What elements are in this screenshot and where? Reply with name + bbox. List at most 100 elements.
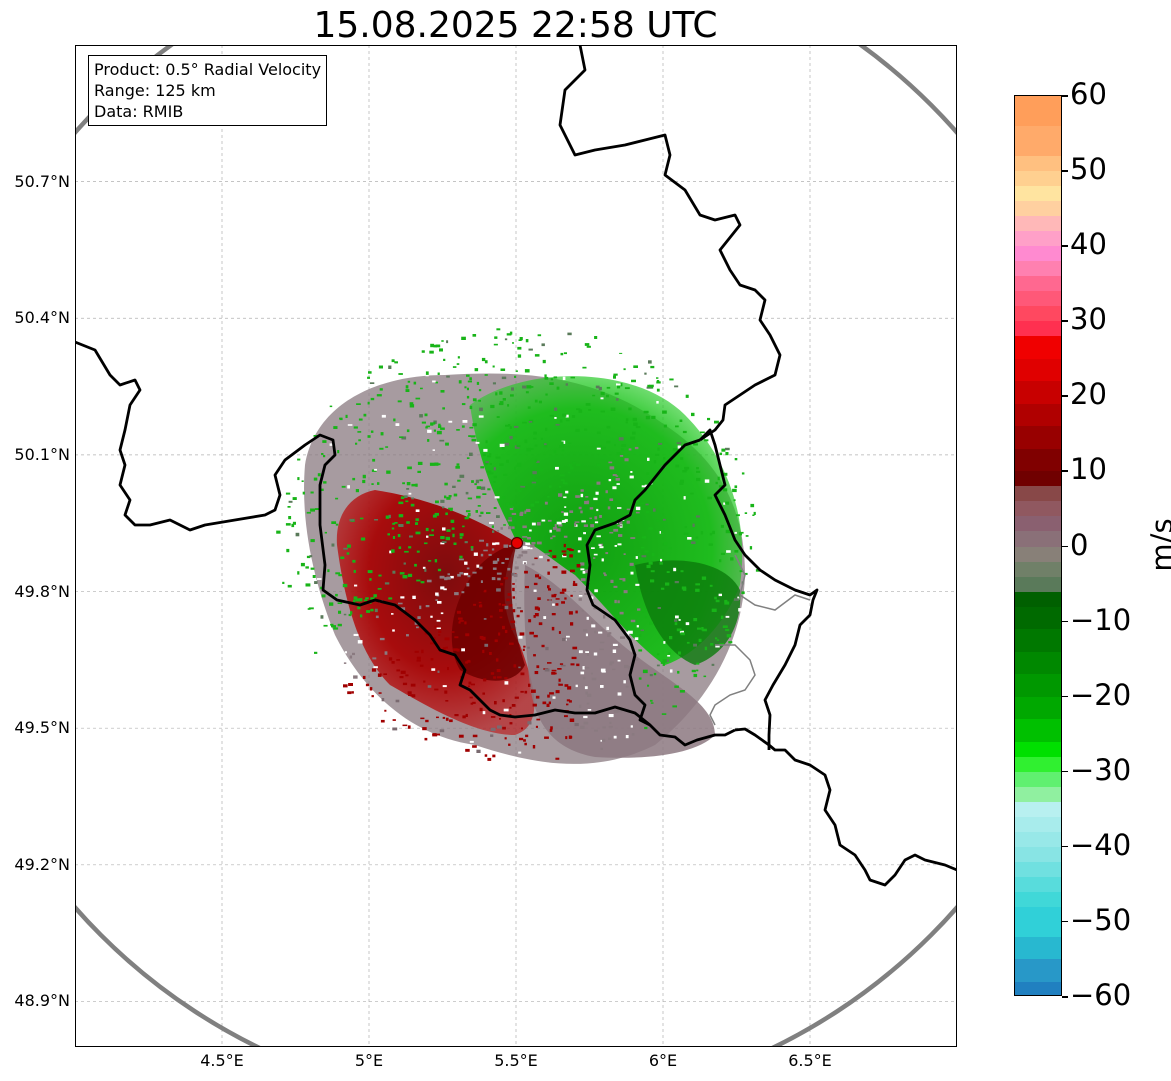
echo-pixel — [435, 381, 438, 384]
echo-pixel — [614, 392, 619, 395]
echo-pixel — [411, 483, 416, 487]
echo-pixel — [474, 368, 479, 372]
echo-pixel — [442, 716, 446, 719]
echo-pixel — [568, 611, 573, 615]
echo-pixel — [489, 463, 492, 465]
echo-pixel — [543, 445, 548, 448]
echo-pixel — [570, 622, 574, 626]
echo-pixel — [402, 682, 408, 686]
echo-pixel — [337, 602, 343, 604]
echo-pixel — [421, 649, 424, 654]
echo-pixel — [516, 464, 522, 467]
echo-pixel — [323, 455, 326, 458]
echo-pixel — [465, 633, 470, 637]
echo-pixel — [506, 333, 512, 336]
echo-pixel — [561, 511, 564, 513]
echo-pixel — [593, 652, 598, 656]
echo-pixel — [391, 661, 395, 664]
echo-pixel — [479, 635, 484, 639]
echo-pixel — [354, 584, 358, 587]
echo-pixel — [675, 464, 680, 468]
echo-pixel — [558, 678, 561, 682]
echo-pixel — [424, 542, 428, 545]
echo-pixel — [415, 522, 418, 525]
echo-pixel — [512, 609, 516, 613]
echo-pixel — [402, 482, 405, 485]
echo-pixel — [495, 658, 499, 662]
radar-map[interactable] — [75, 45, 957, 1047]
echo-pixel — [482, 711, 486, 715]
echo-pixel — [573, 580, 576, 584]
echo-pixel — [297, 458, 301, 461]
echo-pixel — [520, 610, 523, 613]
echo-pixel — [562, 555, 567, 558]
echo-pixel — [378, 692, 382, 694]
echo-pixel — [295, 532, 300, 537]
echo-pixel — [478, 399, 481, 402]
echo-pixel — [479, 566, 483, 570]
colorbar-segment — [1015, 891, 1061, 908]
echo-pixel — [321, 453, 324, 455]
echo-pixel — [514, 375, 517, 378]
echo-pixel — [591, 620, 594, 624]
echo-pixel — [536, 460, 540, 463]
echo-pixel — [517, 346, 522, 350]
echo-pixel — [562, 637, 566, 642]
echo-pixel — [508, 526, 512, 530]
echo-pixel — [568, 464, 572, 467]
echo-pixel — [443, 358, 446, 361]
echo-pixel — [343, 684, 348, 688]
echo-pixel — [392, 629, 395, 632]
echo-pixel — [482, 649, 485, 654]
echo-pixel — [420, 581, 425, 584]
echo-pixel — [551, 669, 557, 672]
echo-pixel — [456, 463, 460, 466]
echo-pixel — [458, 380, 462, 384]
radar-site-marker[interactable] — [510, 536, 524, 550]
echo-pixel — [538, 468, 543, 472]
echo-pixel — [381, 698, 385, 702]
echo-pixel — [449, 509, 453, 512]
echo-pixel — [531, 563, 535, 566]
echo-pixel — [544, 736, 549, 739]
echo-pixel — [741, 591, 745, 595]
echo-pixel — [739, 570, 744, 573]
echo-pixel — [651, 552, 655, 556]
echo-pixel — [632, 417, 637, 422]
echo-pixel — [343, 674, 347, 678]
echo-pixel — [629, 475, 634, 479]
echo-pixel — [623, 680, 626, 684]
echo-pixel — [570, 466, 574, 470]
echo-pixel — [723, 488, 728, 492]
echo-pixel — [476, 381, 480, 385]
echo-pixel — [538, 576, 542, 580]
echo-pixel — [475, 510, 478, 513]
echo-pixel — [563, 553, 567, 556]
echo-pixel — [641, 536, 644, 539]
echo-pixel — [635, 511, 640, 514]
echo-pixel — [308, 607, 314, 610]
echo-pixel — [598, 370, 604, 373]
colorbar-tick-label: −20 — [1070, 677, 1132, 712]
echo-pixel — [745, 535, 749, 537]
echo-pixel — [470, 702, 474, 705]
echo-pixel — [499, 609, 503, 612]
echo-pixel — [674, 685, 679, 688]
echo-pixel — [702, 628, 707, 632]
echo-pixel — [465, 713, 468, 717]
echo-pixel — [492, 530, 495, 533]
echo-pixel — [439, 729, 445, 733]
echo-pixel — [509, 706, 512, 709]
echo-pixel — [355, 598, 360, 602]
echo-pixel — [609, 661, 615, 664]
echo-pixel — [535, 478, 538, 482]
echo-pixel — [508, 517, 512, 520]
echo-pixel — [725, 447, 730, 451]
echo-pixel — [552, 696, 556, 699]
echo-pixel — [394, 361, 398, 364]
echo-pixel — [362, 474, 366, 479]
echo-pixel — [525, 542, 531, 545]
echo-pixel — [373, 666, 378, 669]
border-west — [75, 340, 736, 747]
echo-pixel — [733, 598, 739, 601]
